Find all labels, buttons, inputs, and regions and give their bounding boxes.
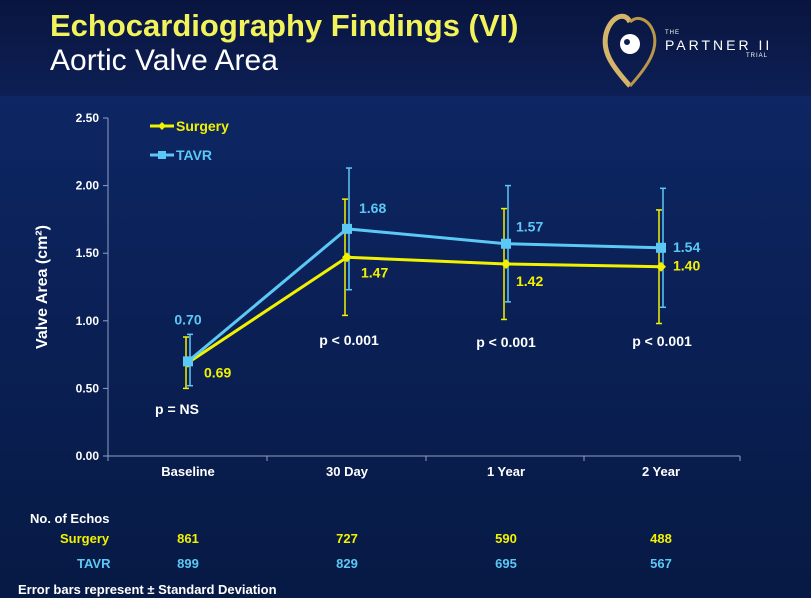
slide-subtitle: Aortic Valve Area bbox=[50, 44, 278, 77]
logo-text-name: PARTNER II bbox=[665, 37, 773, 53]
y-tick-label: 2.50 bbox=[76, 111, 100, 125]
y-tick-label: 0.50 bbox=[76, 381, 100, 395]
slide-title: Echocardiography Findings (VI) bbox=[50, 8, 519, 43]
data-label-surgery: 0.69 bbox=[204, 365, 231, 381]
y-tick-label: 1.00 bbox=[76, 314, 100, 328]
p-value-label: p = NS bbox=[155, 401, 199, 417]
echo-cell: 861 bbox=[177, 531, 199, 546]
data-label-tavr: 1.54 bbox=[673, 239, 700, 255]
data-point-tavr bbox=[342, 223, 352, 234]
echo-table-title: No. of Echos bbox=[30, 511, 110, 526]
x-tick-label: Baseline bbox=[161, 464, 214, 479]
data-label-surgery: 1.40 bbox=[673, 258, 700, 274]
echo-cell: 899 bbox=[177, 556, 199, 571]
series-line-tavr bbox=[187, 227, 662, 363]
logo-text-the: THE bbox=[665, 30, 680, 36]
footnote: Error bars represent ± Standard Deviatio… bbox=[18, 582, 277, 597]
series-line-surgery bbox=[187, 255, 662, 364]
echo-cell: 488 bbox=[650, 531, 672, 546]
data-point-surgery bbox=[501, 259, 511, 270]
p-value-label: p < 0.001 bbox=[476, 334, 536, 350]
data-point-tavr bbox=[656, 242, 666, 253]
echo-row-label: Surgery bbox=[60, 531, 110, 546]
echo-cell: 829 bbox=[336, 556, 358, 571]
heart-logo-icon bbox=[602, 13, 657, 88]
echo-row-label: TAVR bbox=[77, 556, 111, 571]
y-tick-label: 1.50 bbox=[76, 246, 100, 260]
x-tick-label: 2 Year bbox=[642, 464, 680, 479]
y-tick-label: 0.00 bbox=[76, 449, 100, 463]
data-label-surgery: 1.47 bbox=[361, 264, 388, 280]
data-point-tavr bbox=[183, 356, 193, 367]
logo-text-trial: TRIAL bbox=[746, 53, 769, 59]
data-point-tavr bbox=[501, 238, 511, 249]
legend-marker-tavr bbox=[158, 151, 166, 159]
valve-area-chart: 0.00 0.50 1.00 1.50 2.00 2.50 Baseline 30 Day 1 … bbox=[34, 111, 741, 479]
data-point-surgery bbox=[342, 252, 352, 263]
echo-cell: 590 bbox=[495, 531, 517, 546]
partner-ii-logo: THE PARTNER II TRIAL bbox=[600, 6, 800, 90]
legend-label: Surgery bbox=[176, 118, 229, 134]
x-tick-label: 30 Day bbox=[326, 464, 369, 479]
data-point-surgery bbox=[656, 261, 666, 272]
data-label-surgery: 1.42 bbox=[516, 273, 543, 289]
data-label-tavr: 0.70 bbox=[174, 311, 201, 327]
slide-header: Echocardiography Findings (VI) Aortic Va… bbox=[0, 0, 811, 96]
data-label-tavr: 1.57 bbox=[516, 219, 543, 235]
p-value-label: p < 0.001 bbox=[632, 333, 692, 349]
legend-marker-surgery bbox=[158, 122, 166, 130]
x-tick-label: 1 Year bbox=[487, 464, 525, 479]
p-value-label: p < 0.001 bbox=[319, 332, 379, 348]
echo-cell: 695 bbox=[495, 556, 517, 571]
echo-cell: 727 bbox=[336, 531, 358, 546]
legend-label: TAVR bbox=[176, 147, 212, 163]
data-label-tavr: 1.68 bbox=[359, 200, 386, 216]
echo-cell: 567 bbox=[650, 556, 672, 571]
y-tick-label: 2.00 bbox=[76, 179, 100, 193]
y-axis-title: Valve Area (cm²) bbox=[34, 225, 51, 349]
